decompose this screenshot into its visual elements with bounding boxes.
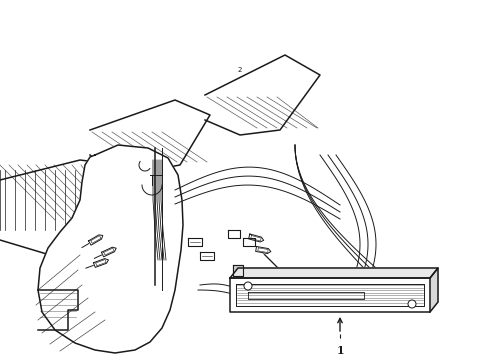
- Circle shape: [244, 282, 252, 290]
- Polygon shape: [38, 145, 183, 353]
- Polygon shape: [230, 268, 438, 278]
- Polygon shape: [188, 238, 202, 246]
- Polygon shape: [228, 230, 240, 238]
- Circle shape: [408, 300, 416, 308]
- Polygon shape: [200, 252, 214, 260]
- Polygon shape: [90, 100, 210, 175]
- Polygon shape: [248, 234, 264, 242]
- Text: 1: 1: [336, 345, 344, 356]
- Polygon shape: [230, 278, 430, 312]
- Text: 2: 2: [238, 67, 242, 73]
- Polygon shape: [205, 55, 320, 135]
- Polygon shape: [243, 238, 255, 246]
- Polygon shape: [233, 265, 243, 276]
- Polygon shape: [430, 268, 438, 312]
- Polygon shape: [101, 247, 116, 257]
- Polygon shape: [256, 247, 271, 253]
- Polygon shape: [94, 258, 108, 267]
- Polygon shape: [89, 235, 103, 245]
- Polygon shape: [0, 160, 125, 255]
